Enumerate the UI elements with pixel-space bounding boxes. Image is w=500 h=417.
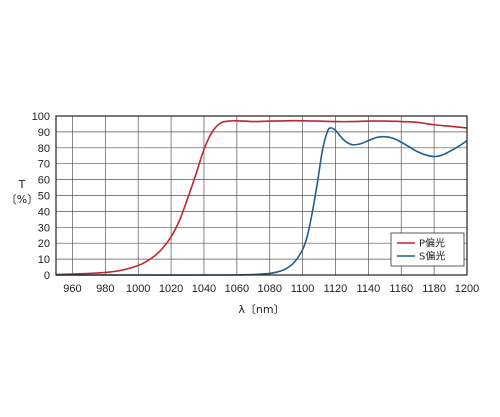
plot-frame: [55, 115, 468, 276]
x-tick-label: 1120: [324, 283, 348, 295]
legend-label: P偏光: [419, 237, 445, 250]
x-tick-label: 1140: [357, 283, 381, 295]
y-tick-label: 50: [38, 191, 50, 203]
y-tick-label: 30: [38, 222, 50, 234]
legend-label: S偏光: [419, 250, 445, 263]
y-tick-labels: 0 10 20 30 40 50 60 70 80 90 100: [32, 111, 50, 282]
series-layer: [55, 119, 468, 276]
series-line-p: [55, 119, 468, 276]
y-tick-label: 70: [38, 159, 50, 171]
y-tick-label: 60: [38, 175, 50, 187]
series-line-s: [55, 127, 468, 276]
x-tick-label: 1200: [455, 283, 479, 295]
y-tick-label: 0: [44, 270, 50, 282]
y-tick-label: 100: [32, 111, 50, 123]
y-axis-title: T: [18, 178, 26, 191]
x-tick-label: 960: [63, 283, 81, 295]
y-tick-label: 40: [38, 206, 50, 218]
x-tick-label: 1160: [389, 283, 413, 295]
x-tick-label: 1020: [159, 283, 183, 295]
x-tick-labels: 960 980 1000 1020 1040 1060 1080 1100 1120 1140 11…: [63, 283, 479, 295]
y-tick-label: 10: [38, 254, 50, 266]
x-tick-label: 1040: [192, 283, 216, 295]
x-tick-label: 1060: [225, 283, 249, 295]
y-tick-label: 80: [38, 143, 50, 155]
x-tick-label: 1180: [422, 283, 446, 295]
y-tick-label: 20: [38, 238, 50, 250]
x-tick-label: 1100: [291, 283, 315, 295]
legend-box: [390, 232, 465, 267]
x-tick-label: 1080: [257, 283, 281, 295]
x-tick-label: 980: [96, 283, 114, 295]
y-tick-label: 90: [38, 127, 50, 139]
x-tick-label: 1000: [126, 283, 150, 295]
y-axis-unit: 〔%〕: [6, 193, 38, 206]
x-axis-title: λ〔nm〕: [238, 303, 284, 316]
